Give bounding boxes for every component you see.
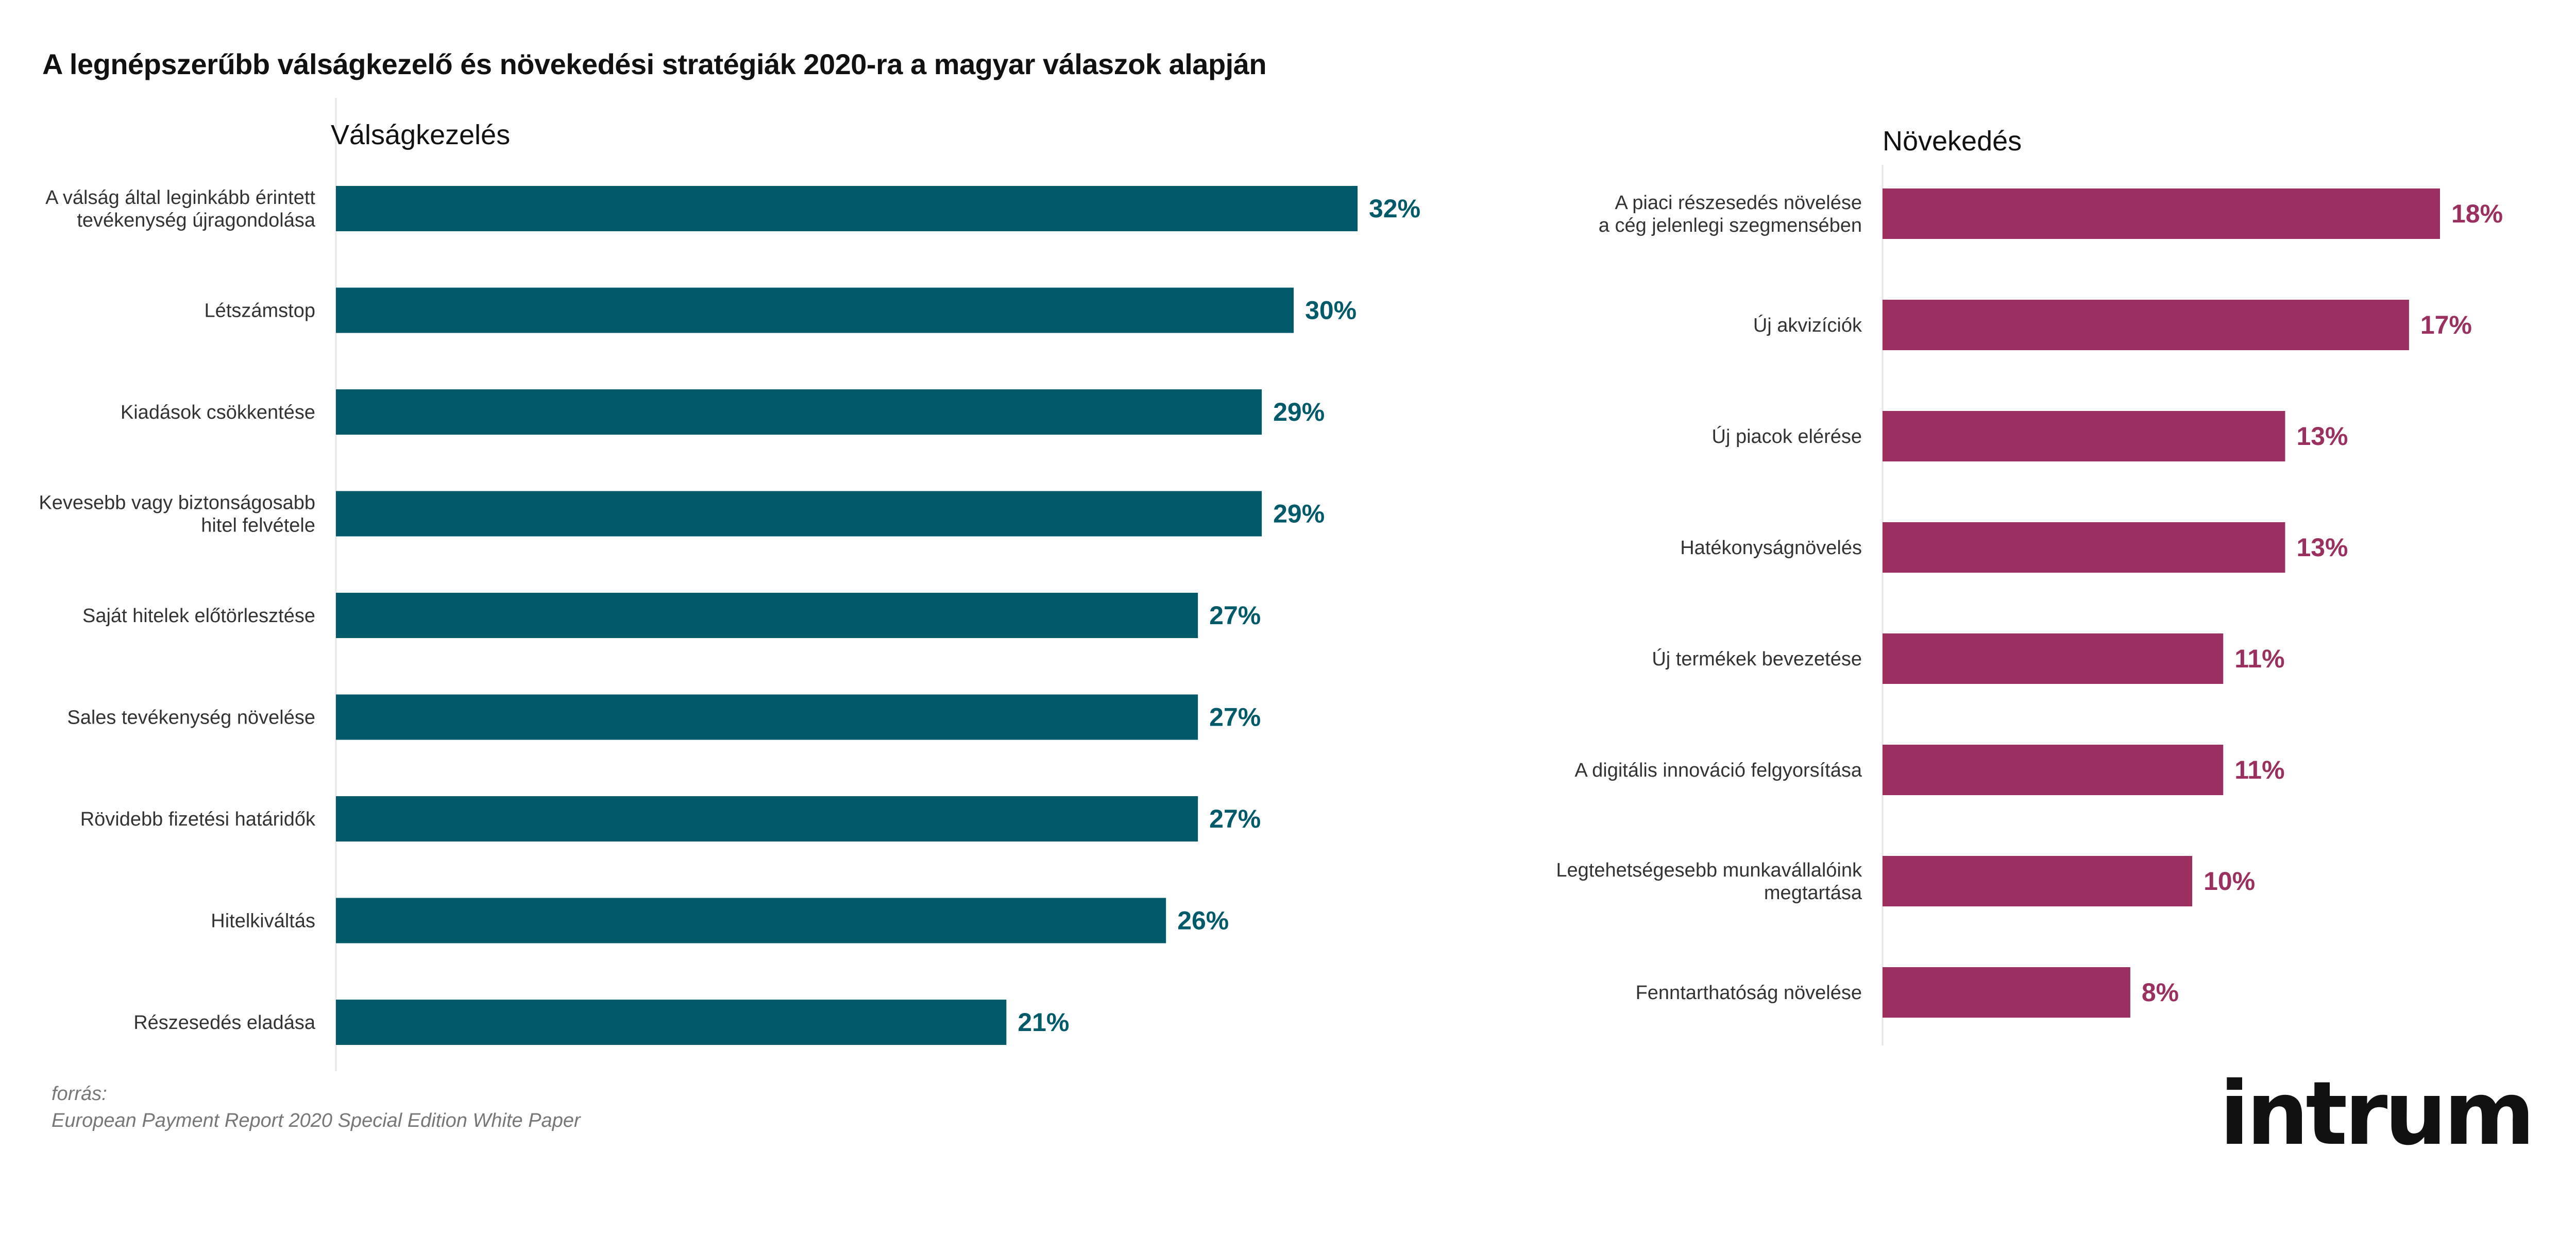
category-label-line: Kiadások csökkentése <box>121 402 315 423</box>
category-label: Új akvizíciók <box>1753 314 1862 336</box>
category-label-line: tevékenység újragondolása <box>77 210 316 231</box>
category-label-line: Rövidebb fizetési határidők <box>80 809 316 830</box>
category-label: A digitális innováció felgyorsítása <box>1574 760 1862 781</box>
category-label-line: Sales tevékenység növelése <box>67 707 315 729</box>
category-label: Rövidebb fizetési határidők <box>80 809 316 830</box>
value-label: 27% <box>1209 804 1261 833</box>
value-label: 29% <box>1273 500 1325 528</box>
value-label: 30% <box>1305 296 1357 325</box>
value-label: 13% <box>2296 422 2348 451</box>
panel-heading: Válságkezelés <box>331 119 510 150</box>
bar <box>1883 967 2130 1018</box>
category-label-line: hitel felvétele <box>201 515 315 537</box>
intrum-logo: intrum <box>2219 1063 2535 1165</box>
category-label-line: A válság által leginkább érintett <box>45 187 315 209</box>
source-text: European Payment Report 2020 Special Edi… <box>52 1110 581 1131</box>
value-label: 17% <box>2420 311 2472 339</box>
category-label-line: A piaci részesedés növelése <box>1615 192 1862 214</box>
category-label: Új piacok elérése <box>1712 425 1862 448</box>
category-label-line: A digitális innováció felgyorsítása <box>1574 760 1862 781</box>
category-label: Kiadások csökkentése <box>121 402 315 423</box>
bar <box>336 287 1294 333</box>
bar <box>1883 522 2285 573</box>
category-label-line: Új akvizíciók <box>1753 314 1862 336</box>
value-label: 13% <box>2296 533 2348 562</box>
category-label: Részesedés eladása <box>133 1012 316 1034</box>
bar <box>336 491 1262 537</box>
value-label: 11% <box>2234 756 2284 784</box>
category-label: Saját hitelek előtörlesztése <box>82 605 315 627</box>
category-label-line: Létszámstop <box>205 300 315 322</box>
source-note: forrás: European Payment Report 2020 Spe… <box>52 1080 581 1134</box>
value-label: 11% <box>2234 644 2284 673</box>
category-label-line: Hatékonyságnövelés <box>1680 537 1862 559</box>
bar <box>336 898 1166 943</box>
bar <box>1883 633 2224 684</box>
value-label: 27% <box>1209 703 1261 732</box>
bar <box>336 593 1198 638</box>
panel-heading: Növekedés <box>1883 126 2022 157</box>
bar <box>1883 411 2285 461</box>
source-label: forrás: <box>52 1083 107 1105</box>
category-label: A piaci részesedés növelése a cég jelenle… <box>1599 192 1862 236</box>
category-label-line: Legtehetségesebb munkavállalóink <box>1556 860 1862 881</box>
category-label-line: Új piacok elérése <box>1712 425 1862 448</box>
value-label: 18% <box>2451 199 2503 228</box>
bar <box>336 1000 1007 1045</box>
bar <box>336 796 1198 842</box>
value-label: 8% <box>2142 978 2179 1007</box>
bar <box>1883 856 2193 906</box>
category-label: Kevesebb vagy biztonságosabb hitel felvét… <box>39 492 315 537</box>
value-label: 26% <box>1177 906 1229 935</box>
category-label: Új termékek bevezetése <box>1652 648 1862 670</box>
chart-title: A legnépszerűbb válságkezelő és növekedé… <box>42 48 1267 80</box>
value-label: 29% <box>1273 398 1325 426</box>
value-label: 10% <box>2204 867 2255 896</box>
category-label-line: megtartása <box>1764 882 1862 904</box>
bar <box>336 389 1262 435</box>
category-label: Sales tevékenység növelése <box>67 707 315 729</box>
bar <box>336 694 1198 740</box>
bar <box>336 186 1358 231</box>
value-label: 21% <box>1018 1008 1069 1037</box>
category-label-line: Új termékek bevezetése <box>1652 648 1862 670</box>
category-label-line: Részesedés eladása <box>133 1012 316 1034</box>
category-label: Hatékonyságnövelés <box>1680 537 1862 559</box>
bar <box>1883 300 2409 350</box>
category-label-line: Kevesebb vagy biztonságosabb <box>39 492 315 514</box>
category-label-line: Hitelkiváltás <box>211 911 315 932</box>
category-label: A válság által leginkább érintett tevéken… <box>45 187 316 231</box>
category-label: Hitelkiváltás <box>211 911 315 932</box>
bar <box>1883 188 2440 239</box>
category-label: Legtehetségesebb munkavállalóink megtartá… <box>1556 860 1862 904</box>
category-label-line: Saját hitelek előtörlesztése <box>82 605 315 627</box>
category-label-line: a cég jelenlegi szegmensében <box>1599 215 1862 236</box>
category-label: Létszámstop <box>205 300 315 322</box>
value-label: 27% <box>1209 601 1261 630</box>
bar <box>1883 745 2224 795</box>
category-label: Fenntarthatóság növelése <box>1636 982 1862 1004</box>
value-label: 32% <box>1369 194 1420 223</box>
category-label-line: Fenntarthatóság növelése <box>1636 982 1862 1004</box>
